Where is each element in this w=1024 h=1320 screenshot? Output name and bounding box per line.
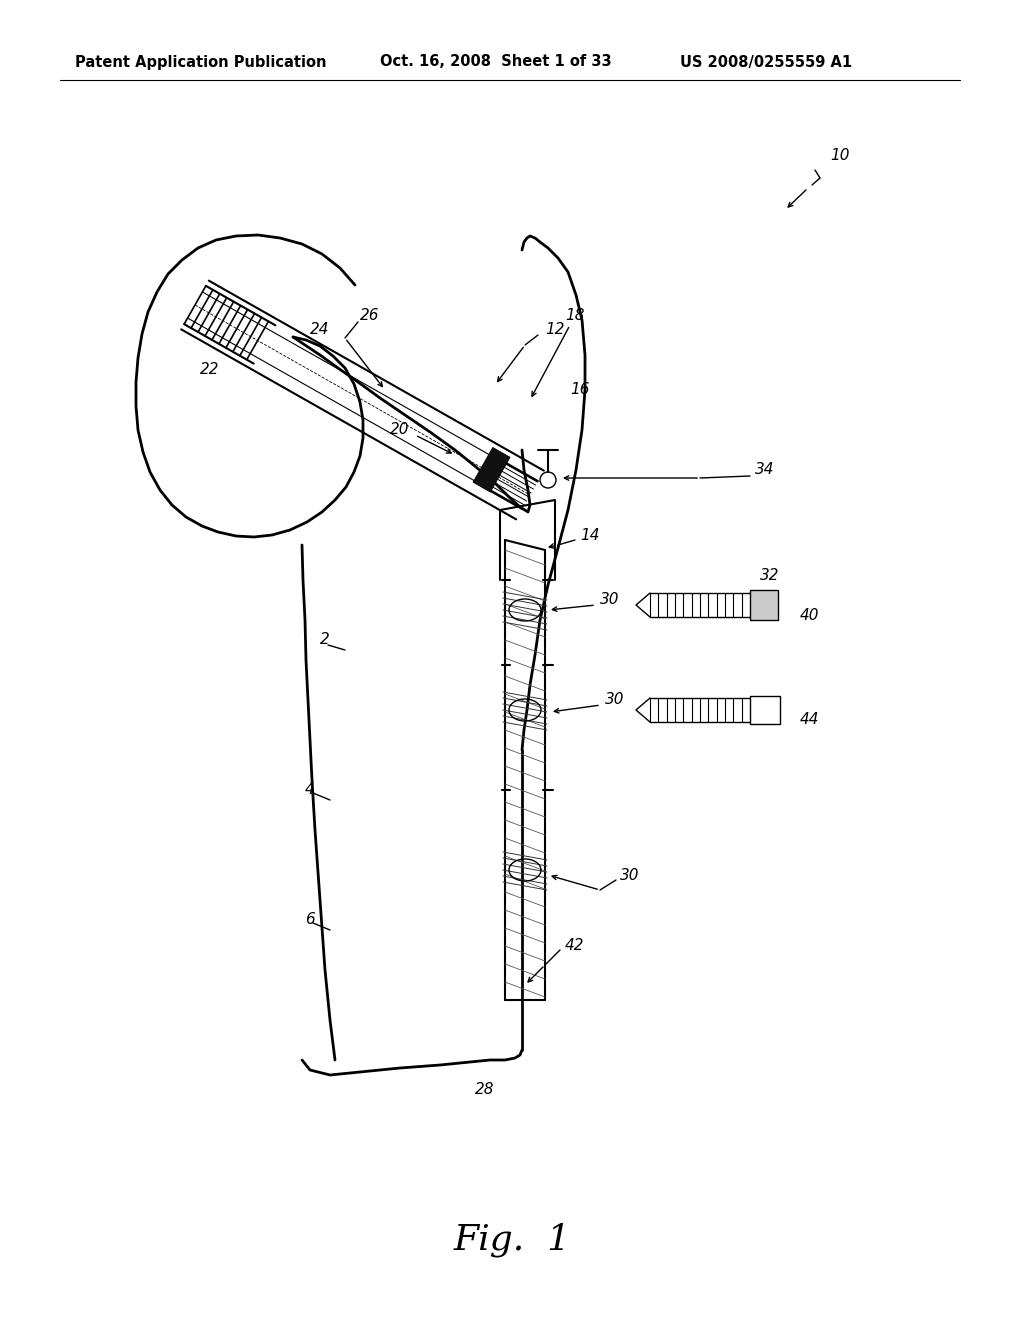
Text: 30: 30 [600,593,620,607]
FancyBboxPatch shape [750,696,780,723]
Text: 42: 42 [565,937,585,953]
Text: 22: 22 [200,363,219,378]
Polygon shape [473,447,510,492]
Text: 18: 18 [565,308,585,322]
Text: 14: 14 [580,528,599,543]
Text: 44: 44 [800,713,819,727]
Text: 2: 2 [319,632,330,648]
Text: Patent Application Publication: Patent Application Publication [75,54,327,70]
Text: 40: 40 [800,607,819,623]
Text: 20: 20 [390,422,410,437]
Text: 30: 30 [620,867,640,883]
Text: 32: 32 [760,568,779,582]
Text: 30: 30 [605,693,625,708]
FancyBboxPatch shape [750,590,778,620]
Text: 24: 24 [310,322,330,338]
Text: US 2008/0255559 A1: US 2008/0255559 A1 [680,54,852,70]
Text: 26: 26 [360,308,380,322]
Text: 10: 10 [830,148,850,162]
Text: Fig.  1: Fig. 1 [454,1222,570,1257]
Text: 16: 16 [570,383,590,397]
Text: 28: 28 [475,1082,495,1097]
Text: 4: 4 [305,783,314,797]
Text: 34: 34 [755,462,774,478]
Text: 12: 12 [545,322,564,338]
Text: Oct. 16, 2008  Sheet 1 of 33: Oct. 16, 2008 Sheet 1 of 33 [380,54,611,70]
Text: 6: 6 [305,912,314,928]
